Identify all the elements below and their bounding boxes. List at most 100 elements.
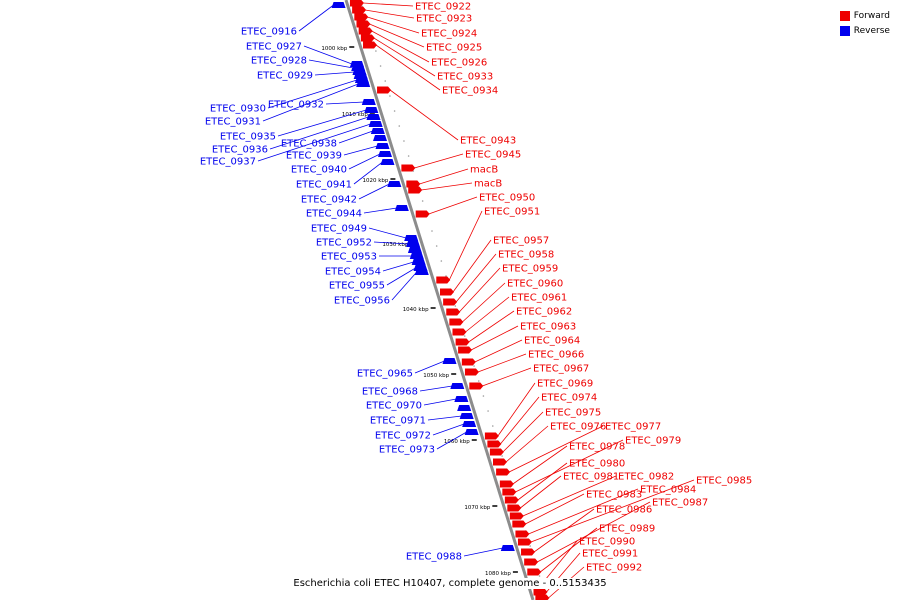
- forward-feature: [502, 488, 517, 496]
- forward-leader-line: [477, 353, 527, 373]
- reverse-gene-label: ETEC_0937: [200, 157, 256, 168]
- reverse-feature: [414, 269, 429, 275]
- reverse-feature: [368, 121, 383, 127]
- reverse-feature: [356, 81, 371, 87]
- reverse-leader-line: [353, 161, 383, 185]
- forward-gene-label: ETEC_0924: [421, 29, 477, 40]
- forward-leader-line: [362, 2, 414, 7]
- track-dot: [487, 410, 489, 412]
- tick-label: 1000 kbp: [321, 46, 347, 52]
- forward-feature: [449, 318, 464, 326]
- track-dot: [389, 95, 391, 97]
- forward-feature: [401, 164, 416, 172]
- forward-leader-line: [497, 382, 536, 437]
- reverse-leader-line: [463, 547, 503, 557]
- reverse-swatch: [839, 25, 850, 36]
- reverse-leader-line: [386, 267, 416, 286]
- forward-swatch: [839, 10, 850, 21]
- reverse-leader-line: [338, 130, 373, 144]
- reverse-gene-label: ETEC_0936: [212, 145, 268, 156]
- reverse-feature: [331, 2, 346, 8]
- forward-gene-label: ETEC_0980: [569, 459, 625, 470]
- forward-leader-line: [452, 239, 492, 293]
- forward-feature: [436, 276, 451, 284]
- forward-gene-label: ETEC_0975: [545, 408, 601, 419]
- reverse-leader-line: [358, 183, 390, 200]
- forward-leader-line: [536, 501, 651, 563]
- forward-gene-label: ETEC_0951: [484, 207, 540, 218]
- reverse-gene-label: ETEC_0973: [379, 445, 435, 456]
- track-dot: [398, 125, 401, 127]
- tick-label: 1010 kbp: [342, 112, 368, 118]
- reverse-feature: [409, 253, 424, 259]
- forward-leader-line: [414, 153, 464, 169]
- track-dot: [538, 575, 541, 577]
- reverse-gene-label: ETEC_0927: [246, 42, 302, 53]
- forward-feature: [363, 41, 378, 49]
- forward-feature: [455, 338, 470, 346]
- forward-leader-line: [515, 439, 624, 493]
- track-dot: [529, 545, 531, 547]
- reverse-leader-line: [343, 145, 378, 156]
- forward-gene-label: ETEC_0984: [640, 485, 696, 496]
- forward-feature: [517, 538, 532, 546]
- reverse-leader-line: [257, 123, 371, 162]
- forward-feature: [349, 0, 364, 7]
- reverse-feature: [370, 128, 385, 134]
- reverse-leader-line: [414, 360, 445, 374]
- forward-feature: [524, 558, 539, 566]
- forward-feature: [521, 548, 536, 556]
- reverse-gene-label: ETEC_0954: [325, 267, 381, 278]
- reverse-leader-line: [262, 83, 359, 122]
- forward-leader-line: [505, 425, 549, 463]
- track-dot: [384, 80, 387, 82]
- forward-feature: [527, 568, 542, 576]
- track-dot: [473, 365, 475, 367]
- forward-leader-line: [512, 445, 568, 485]
- reverse-gene-label: ETEC_0988: [406, 552, 462, 563]
- forward-leader-line: [455, 253, 497, 303]
- genome-backbone: [344, 0, 535, 600]
- forward-feature: [354, 13, 369, 21]
- legend-forward: Forward: [839, 8, 890, 23]
- reverse-leader-line: [314, 71, 355, 76]
- reverse-leader-line: [436, 431, 467, 450]
- forward-gene-label: ETEC_0922: [415, 2, 471, 13]
- forward-leader-line: [520, 475, 562, 509]
- reverse-leader-line: [363, 207, 397, 214]
- forward-leader-line: [462, 282, 506, 323]
- reverse-feature: [375, 143, 390, 149]
- track-dot: [393, 110, 396, 112]
- reverse-gene-label: ETEC_0971: [370, 416, 426, 427]
- reverse-feature: [454, 396, 469, 402]
- reverse-feature: [464, 429, 479, 435]
- forward-gene-label: ETEC_0992: [586, 563, 642, 574]
- forward-leader-line: [540, 527, 598, 573]
- reverse-leader-line: [432, 423, 465, 436]
- forward-leader-lines: [362, 2, 695, 599]
- track-dot: [477, 380, 480, 382]
- reverse-feature: [394, 205, 409, 211]
- reverse-gene-label: ETEC_0944: [306, 209, 362, 220]
- forward-leader-line: [365, 9, 415, 19]
- forward-gene-label: ETEC_0960: [507, 279, 563, 290]
- reverse-feature: [366, 114, 381, 120]
- forward-gene-label: ETEC_0981: [563, 472, 619, 483]
- forward-leader-line: [502, 411, 544, 453]
- forward-gene-label: ETEC_0982: [618, 472, 674, 483]
- forward-gene-label: ETEC_0934: [442, 86, 498, 97]
- reverse-leader-line: [419, 385, 453, 392]
- tick-label: 1030 kbp: [382, 242, 408, 248]
- forward-feature: [515, 530, 530, 538]
- reverse-features: [331, 2, 515, 551]
- reverse-leader-line: [298, 4, 334, 32]
- reverse-gene-label: ETEC_0952: [316, 238, 372, 249]
- forward-feature: [458, 346, 473, 354]
- forward-gene-label: ETEC_0964: [524, 336, 580, 347]
- reverse-gene-labels: ETEC_0916 ETEC_0927 ETEC_0928 ETEC_0929 ETEC…: [200, 27, 462, 563]
- forward-leader-line: [543, 540, 578, 583]
- reverse-feature: [364, 107, 379, 113]
- forward-feature: [360, 34, 375, 42]
- reverse-gene-label: ETEC_0956: [334, 296, 390, 307]
- forward-leader-line: [500, 396, 540, 445]
